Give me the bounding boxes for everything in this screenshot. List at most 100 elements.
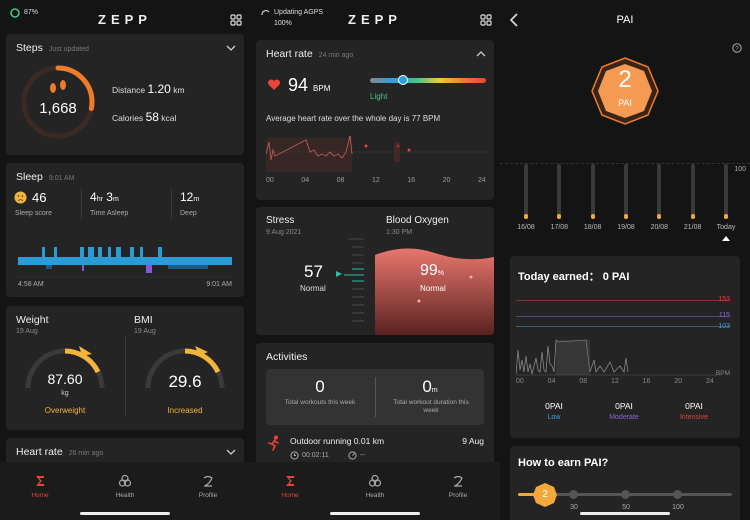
moderate-pai-label: Moderate: [609, 414, 639, 421]
oxygen-unit: %: [437, 270, 445, 277]
app-logo: ZEPP: [348, 12, 402, 27]
pai-day-value: [624, 214, 628, 219]
steps-title: Steps: [16, 42, 43, 54]
distance-value: 1.20: [147, 82, 171, 96]
earn-progress: [518, 493, 540, 496]
low-pai-label: Low: [547, 414, 561, 421]
weight-bmi-card[interactable]: Weight 19 Aug BMI 19 Aug 87.60 kg Overwe…: [6, 306, 244, 430]
heart-rate-unit: BPM: [313, 84, 331, 93]
profile-icon: [453, 475, 463, 487]
pai-day-bar[interactable]: [657, 164, 662, 218]
home-indicator: [330, 512, 420, 515]
grid-icon[interactable]: [230, 14, 242, 26]
clock-icon: [290, 451, 299, 460]
axis-tick-label: 16: [407, 177, 416, 184]
weight-title: Weight: [16, 314, 49, 326]
chevron-down-icon[interactable]: [226, 448, 236, 456]
time-asleep: 4hr 3m: [90, 190, 119, 204]
pai-day-value: [524, 214, 528, 219]
axis-tick-label: 00: [266, 177, 274, 184]
bars-max-label: 100: [734, 166, 746, 173]
activity-pace: --: [360, 452, 365, 459]
activity-time: 00:02:11: [302, 452, 329, 459]
time-asleep-label: Time Asleep: [90, 210, 129, 217]
home-screen-1: 87% ZEPP Steps Just updated 1,668 Distanc…: [0, 0, 250, 520]
stress-label: Normal: [300, 284, 326, 293]
activities-title: Activities: [266, 351, 308, 363]
earn-tick-label: 50: [622, 504, 630, 511]
tab-home[interactable]: Home: [10, 474, 70, 499]
steps-updated: Just updated: [48, 46, 89, 53]
pai-screen: PAI ? 2 PAI 100 16/08 17/08 18/08 19/08 20/0…: [500, 0, 750, 520]
pai-value: 2: [618, 66, 632, 93]
heart-rate-updated: 24 min ago: [318, 52, 354, 59]
sleep-start-time: 4:58 AM: [18, 281, 44, 288]
earn-tick-30: [569, 490, 578, 499]
how-to-earn-card[interactable]: How to earn PAI? 2 30 50 100: [510, 446, 740, 520]
intensive-pai-label: Intensive: [679, 414, 709, 421]
stress-pointer-icon: [336, 271, 342, 277]
pai-day-bar[interactable]: [690, 164, 695, 218]
face-icon: [14, 191, 27, 204]
moderate-pai-value: 0PAI: [615, 401, 633, 411]
earn-tick-label: 30: [570, 504, 578, 511]
home-indicator: [80, 512, 170, 515]
home-screen-2: Updating AGPS 100% ZEPP Heart rate 24 min…: [250, 0, 500, 520]
intensive-pai-value: 0PAI: [685, 401, 703, 411]
footprint-icon: [50, 80, 66, 93]
hr-x-axis: 00 04 08 12 16 20 24: [266, 177, 488, 187]
how-to-earn-title: How to earn PAI?: [518, 457, 609, 469]
battery-level: 87%: [24, 9, 39, 16]
chevron-down-icon[interactable]: [226, 44, 236, 52]
bmi-title: BMI: [134, 314, 153, 326]
hr-zone-label: Light: [370, 92, 388, 101]
pai-today-chart: [516, 339, 722, 376]
tab-health[interactable]: Health: [95, 474, 155, 499]
bmi-gauge: [145, 346, 225, 389]
activities-summary: 0 Total workouts this week 0m Total work…: [266, 369, 484, 425]
activity-date: 9 Aug: [462, 436, 484, 446]
pai-day-value: [657, 214, 662, 219]
axis-tick-label: 24: [706, 378, 714, 385]
pai-day-label: 16/08: [517, 224, 535, 231]
earn-marker-value: 2: [542, 489, 548, 500]
distance-label: Distance: [112, 85, 146, 95]
pai-day-bar[interactable]: [724, 164, 728, 218]
back-arrow-icon[interactable]: [509, 13, 519, 27]
steps-card[interactable]: Steps Just updated 1,668 Distance 1.20 km…: [6, 34, 244, 155]
activity-name: Outdoor running 0.01 km: [290, 436, 385, 446]
earn-tick-label: 100: [672, 504, 684, 511]
tab-profile[interactable]: Profile: [178, 474, 238, 499]
tab-profile[interactable]: Profile: [428, 474, 488, 499]
threshold-high: 153: [718, 296, 730, 303]
pai-day-label: 21/08: [683, 224, 702, 231]
grid-icon[interactable]: [480, 14, 492, 26]
chevron-up-icon[interactable]: [476, 50, 486, 58]
pai-day-bar[interactable]: [624, 164, 628, 218]
low-pai-value: 0PAI: [545, 401, 563, 411]
stress-scale: [336, 238, 364, 322]
heart-rate-card[interactable]: Heart rate 24 min ago 94 BPM Light Averag…: [256, 40, 494, 200]
pai-label: PAI: [618, 98, 632, 108]
svg-text:?: ?: [735, 47, 739, 53]
oxygen-wave: [375, 248, 494, 335]
pai-day-label: 18/08: [583, 224, 602, 231]
stress-oxygen-card[interactable]: Stress 9 Aug 2021 57 Normal Blood Oxygen…: [256, 207, 494, 335]
heart-rate-title: Heart rate: [16, 446, 63, 458]
activities-card[interactable]: Activities 0 Total workouts this week 0m…: [256, 343, 494, 468]
oxygen-label: Normal: [420, 284, 446, 293]
hr-day-chart: [266, 135, 488, 172]
earn-tick-100: [673, 490, 682, 499]
tab-health[interactable]: Health: [345, 474, 405, 499]
pai-day-bar[interactable]: [524, 164, 528, 218]
hr-zone-bar: [370, 78, 486, 83]
sleep-card[interactable]: Sleep 9:01 AM 46 Sleep score 4hr 3m Time …: [6, 163, 244, 297]
axis-tick-label: 16: [642, 378, 651, 385]
steps-ring: [21, 65, 95, 139]
pai-badge: [591, 57, 659, 125]
help-icon[interactable]: ?: [732, 43, 742, 53]
tab-home[interactable]: Home: [260, 474, 320, 499]
threshold-moderate: 115: [718, 312, 730, 319]
pai-day-bar[interactable]: [557, 164, 562, 218]
pai-day-bar[interactable]: [590, 164, 595, 218]
